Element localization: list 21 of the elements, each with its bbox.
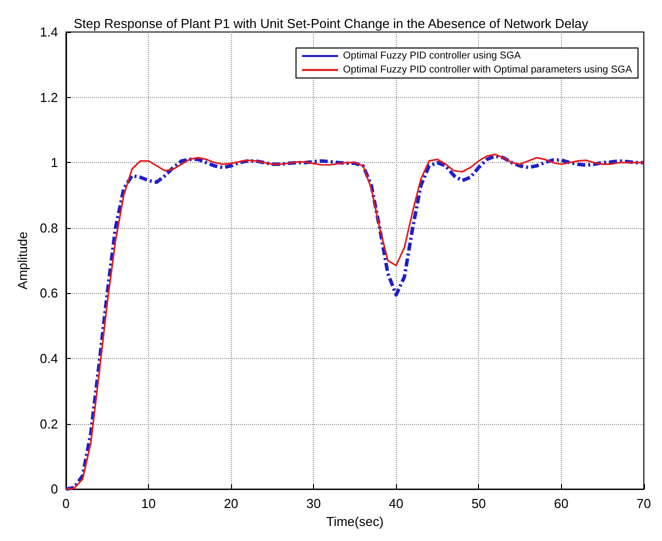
x-tick-label: 50 [471, 496, 486, 512]
y-tick-label: 0.6 [40, 286, 58, 301]
y-tick-label: 0 [50, 482, 58, 497]
x-tick-label: 60 [554, 496, 568, 512]
y-tick-label: 1 [50, 155, 58, 170]
legend-label: Optimal Fuzzy PID controller using SGA [343, 50, 522, 62]
y-axis-title: Amplitude [15, 232, 30, 290]
y-tick-label: 0.4 [40, 351, 58, 366]
x-tick-label: 30 [306, 496, 321, 512]
x-tick-label: 40 [388, 496, 404, 512]
legend-label: Optimal Fuzzy PID controller with Optimal parameters using SGA [343, 64, 632, 76]
x-tick-label: 0 [62, 496, 70, 512]
y-tick-label: 1.4 [40, 24, 58, 40]
y-tick-label: 1.2 [40, 90, 58, 105]
chart-title: Step Response of Plant P1 with Unit Set-Point Change in the Abesence of Network Delay [74, 16, 589, 31]
y-tick-label: 0.2 [40, 416, 58, 432]
x-axis-title: Time(sec) [326, 514, 384, 529]
x-tick-label: 10 [141, 496, 156, 512]
y-tick-label: 0.8 [40, 220, 58, 236]
x-tick-label: 20 [224, 496, 238, 512]
x-tick-label: 70 [636, 496, 652, 512]
